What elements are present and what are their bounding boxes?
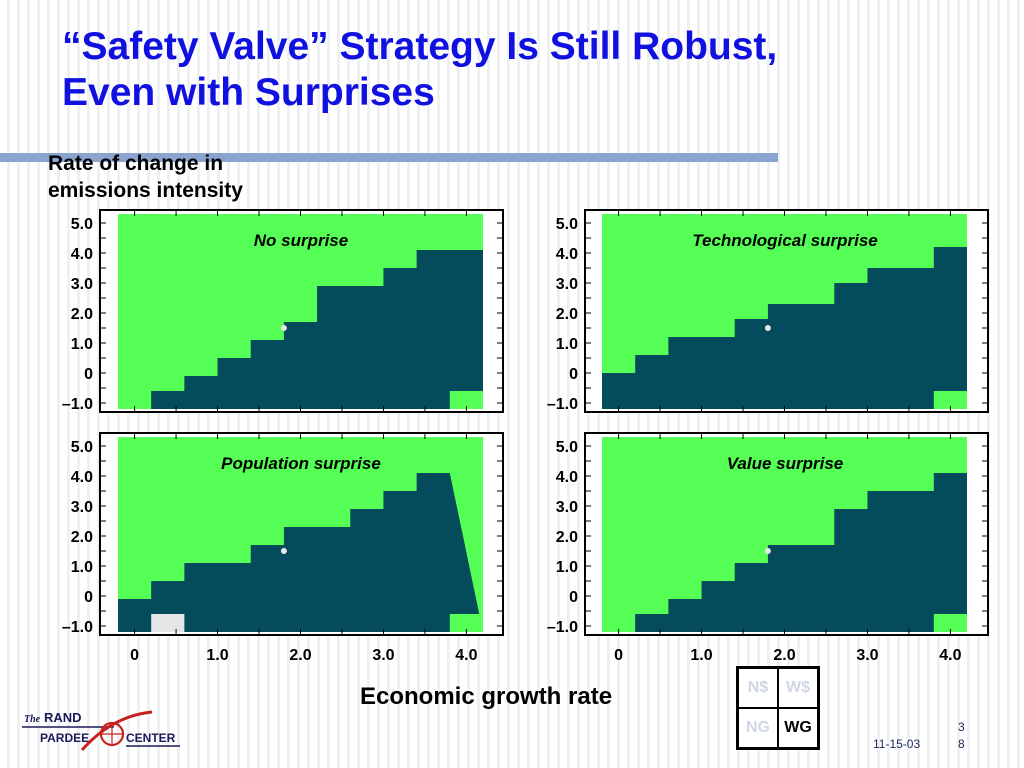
y-tick-label-3-4: 1.0	[556, 559, 578, 576]
y-tick-label-2-0: 5.0	[71, 439, 93, 456]
logo-the: The	[24, 714, 41, 725]
y-axis-title: Rate of change in emissions intensity	[48, 150, 243, 204]
region-teal-0	[118, 250, 483, 409]
x-axis-title: Economic growth rate	[360, 683, 613, 710]
green-patch-0	[449, 391, 483, 409]
slide-title-line2: Even with Surprises	[62, 71, 435, 114]
y-tick-label-3-6: –1.0	[547, 619, 578, 636]
page-number: 3 8	[958, 719, 965, 753]
base-case-marker-3	[764, 548, 771, 554]
y-tick-label-0-4: 1.0	[71, 336, 93, 353]
green-patch-1	[933, 391, 967, 409]
panel-title-0: No surprise	[254, 231, 348, 250]
x-tick-label-3-1: 1.0	[690, 647, 712, 664]
green-patch-2	[449, 614, 483, 632]
x-tick-label-3-4: 4.0	[939, 647, 961, 664]
y-tick-label-1-3: 2.0	[556, 306, 578, 323]
y-tick-label-1-0: 5.0	[556, 216, 578, 233]
y-tick-label-2-3: 2.0	[71, 529, 93, 546]
y-tick-label-1-4: 1.0	[556, 336, 578, 353]
y-tick-label-0-5: 0	[84, 366, 93, 383]
title-divider	[0, 153, 778, 162]
slide-title-line1: “Safety Valve” Strategy Is Still Robust,	[62, 25, 778, 68]
y-tick-label-0-6: –1.0	[62, 396, 93, 413]
y-tick-label-1-1: 4.0	[556, 246, 578, 263]
y-tick-label-3-1: 4.0	[556, 469, 578, 486]
y-tick-label-2-4: 1.0	[71, 559, 93, 576]
slide-title: “Safety Valve” Strategy Is Still Robust,…	[62, 24, 962, 116]
logo-pardee: PARDEE	[40, 731, 89, 745]
green-patch-3	[933, 614, 967, 632]
legend-cell-top-right: W$	[778, 668, 818, 708]
region-teal-3	[602, 473, 967, 632]
y-tick-label-1-6: –1.0	[547, 396, 578, 413]
legend-cell-bottom-right: WG	[778, 708, 818, 748]
base-case-marker-2	[280, 548, 287, 554]
y-tick-label-3-3: 2.0	[556, 529, 578, 546]
logo-center: CENTER	[126, 731, 176, 745]
region-teal-1	[602, 247, 967, 409]
x-tick-label-2-0: 0	[130, 647, 139, 664]
y-tick-label-2-2: 3.0	[71, 499, 93, 516]
y-tick-label-2-6: –1.0	[62, 619, 93, 636]
base-case-marker-0	[280, 325, 287, 331]
x-tick-label-3-3: 3.0	[856, 647, 878, 664]
page-number-line2: 8	[958, 737, 965, 751]
panel-title-3: Value surprise	[727, 454, 844, 473]
rand-pardee-logo: The RAND PARDEE CENTER	[22, 710, 180, 751]
gray-patch-2-0	[151, 614, 185, 632]
y-tick-label-2-5: 0	[84, 589, 93, 606]
y-tick-label-1-5: 0	[569, 366, 578, 383]
x-tick-label-3-2: 2.0	[773, 647, 795, 664]
page-number-line1: 3	[958, 720, 965, 734]
base-case-marker-1	[764, 325, 771, 331]
slide-date: 11-15-03	[873, 737, 921, 751]
globe-swoosh-icon	[80, 710, 153, 751]
y-tick-label-3-5: 0	[569, 589, 578, 606]
legend-grid: N$ W$ NG WG	[736, 666, 820, 750]
y-tick-label-0-2: 3.0	[71, 276, 93, 293]
y-axis-title-line2: emissions intensity	[48, 179, 243, 202]
y-tick-label-3-0: 5.0	[556, 439, 578, 456]
logo-rand: RAND	[44, 710, 82, 725]
x-tick-label-2-1: 1.0	[206, 647, 228, 664]
panel-title-1: Technological surprise	[692, 231, 877, 250]
y-tick-label-1-2: 3.0	[556, 276, 578, 293]
y-tick-label-2-1: 4.0	[71, 469, 93, 486]
legend-cell-top-left: N$	[738, 668, 778, 708]
panel-title-2: Population surprise	[221, 454, 381, 473]
y-tick-label-0-0: 5.0	[71, 216, 93, 233]
legend-cell-bottom-left: NG	[738, 708, 778, 748]
region-teal-2	[118, 473, 483, 632]
x-tick-label-2-4: 4.0	[455, 647, 477, 664]
y-tick-label-0-3: 2.0	[71, 306, 93, 323]
y-axis-title-line1: Rate of change in	[48, 152, 224, 175]
x-tick-label-3-0: 0	[614, 647, 623, 664]
x-tick-label-2-2: 2.0	[289, 647, 311, 664]
y-tick-label-0-1: 4.0	[71, 246, 93, 263]
x-tick-label-2-3: 3.0	[372, 647, 394, 664]
y-tick-label-3-2: 3.0	[556, 499, 578, 516]
